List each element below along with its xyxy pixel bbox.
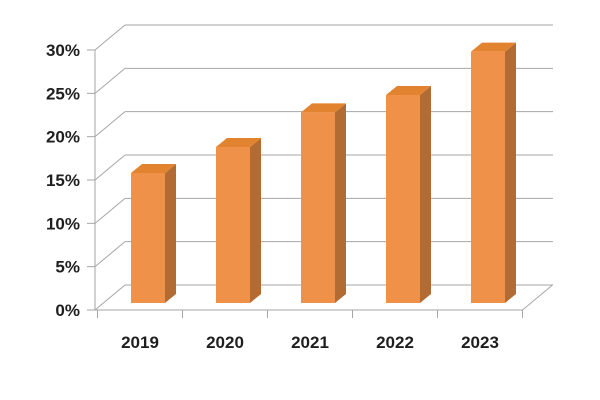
bar-side-face-2021 xyxy=(335,103,346,303)
y-axis-tick-label: 5% xyxy=(55,258,80,277)
wall-depth-gridline xyxy=(94,241,126,268)
wall-depth-gridline xyxy=(94,284,126,311)
bar-2021 xyxy=(301,112,335,303)
wall-depth-gridline xyxy=(94,67,126,94)
bar-2020 xyxy=(216,147,250,303)
bar-side-face-2022 xyxy=(420,86,431,303)
bar-top-face-2019 xyxy=(131,164,176,173)
bar-side-face-2019 xyxy=(165,164,176,303)
y-axis-tick-label: 10% xyxy=(46,214,80,233)
bar-top-face-2020 xyxy=(216,138,261,147)
bar-side-face-2020 xyxy=(250,138,261,303)
bar-side-face-2023 xyxy=(505,42,516,304)
bar-top-face-2022 xyxy=(386,86,431,95)
wall-depth-gridline xyxy=(94,154,126,181)
x-axis-category-label: 2023 xyxy=(461,333,499,352)
floor-depth-edge xyxy=(522,284,553,311)
y-axis-tick-label: 30% xyxy=(46,41,80,60)
wall-depth-gridline xyxy=(94,197,126,224)
y-axis-tick-label: 20% xyxy=(46,128,80,147)
y-axis-tick-label: 25% xyxy=(46,84,80,103)
wall-depth-gridline xyxy=(94,24,126,51)
x-axis-category-label: 2019 xyxy=(121,333,159,352)
x-axis-category-label: 2021 xyxy=(291,333,329,352)
y-axis-tick-label: 0% xyxy=(55,301,80,320)
bar-2019 xyxy=(131,173,165,303)
x-axis-category-label: 2020 xyxy=(206,333,244,352)
bar-top-face-2021 xyxy=(301,103,346,113)
bar-2023 xyxy=(471,51,505,303)
wall-depth-gridline xyxy=(94,111,126,138)
x-axis-category-label: 2022 xyxy=(376,333,414,352)
bar-top-face-2023 xyxy=(471,42,516,52)
y-axis-tick-label: 15% xyxy=(46,171,80,190)
bar-2022 xyxy=(386,95,420,303)
